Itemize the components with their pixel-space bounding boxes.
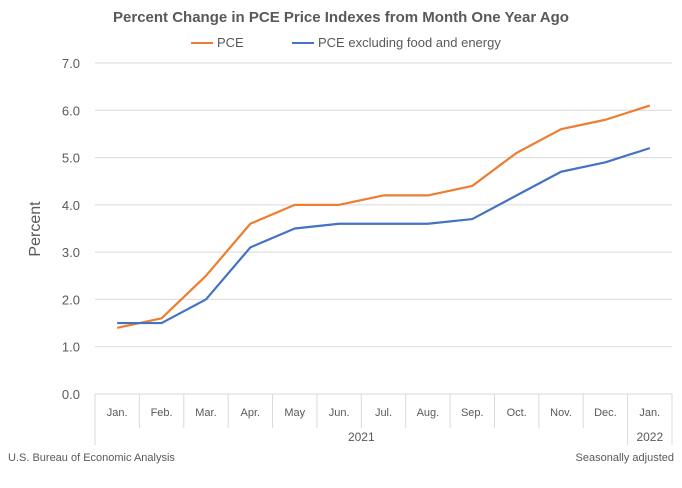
x-tick-label: Jan. xyxy=(107,407,128,419)
y-tick-label: 6.0 xyxy=(62,103,80,118)
x-tick-label: Apr. xyxy=(241,407,261,419)
x-tick-label: Mar. xyxy=(195,407,216,419)
x-tick-label: Dec. xyxy=(594,407,617,419)
x-group-label: 2022 xyxy=(636,430,663,444)
legend-label: PCE xyxy=(217,35,244,50)
x-tick-label: Jul. xyxy=(375,407,392,419)
y-tick-label: 1.0 xyxy=(62,340,80,355)
adjustment-note: Seasonally adjusted xyxy=(576,452,674,464)
legend-label: PCE excluding food and energy xyxy=(318,35,501,50)
x-tick-label: Sep. xyxy=(461,407,484,419)
y-tick-label: 4.0 xyxy=(62,198,80,213)
x-tick-label: Oct. xyxy=(507,407,527,419)
series-line-pce xyxy=(116,104,651,329)
x-group-label: 2021 xyxy=(348,430,375,444)
y-tick-label: 2.0 xyxy=(62,292,80,307)
source-note: U.S. Bureau of Economic Analysis xyxy=(8,452,175,464)
y-tick-label: 7.0 xyxy=(62,56,80,71)
x-tick-label: Feb. xyxy=(151,407,173,419)
y-axis-label: Percent xyxy=(27,201,44,257)
series-line-pce-excluding-food-and-energy xyxy=(117,147,651,325)
y-tick-label: 3.0 xyxy=(62,245,80,260)
x-tick-label: Nov. xyxy=(550,407,572,419)
x-tick-label: May xyxy=(284,407,305,419)
x-tick-label: Aug. xyxy=(417,407,440,419)
y-tick-label: 0.0 xyxy=(62,387,80,402)
y-tick-label: 5.0 xyxy=(62,151,80,166)
x-tick-label: Jun. xyxy=(329,407,350,419)
x-tick-label: Jan. xyxy=(639,407,660,419)
chart-title: Percent Change in PCE Price Indexes from… xyxy=(113,9,569,26)
